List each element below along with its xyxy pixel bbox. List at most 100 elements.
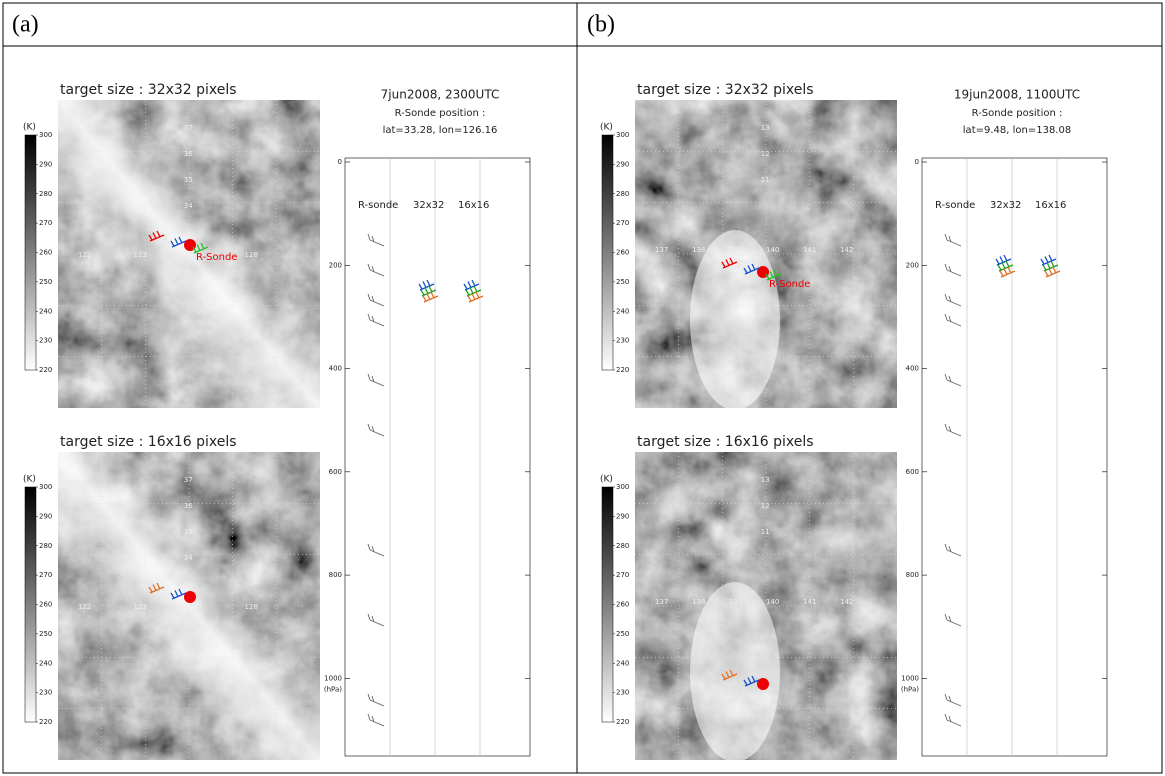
sonde-barb [367, 263, 385, 277]
lon-label: 128 [245, 251, 258, 259]
colorbar-tick-label: 270 [616, 571, 629, 579]
colorbar-tick-label: 240 [39, 659, 52, 667]
wind-barb [1044, 266, 1061, 278]
sonde-barb [367, 233, 385, 247]
sonde-barb [944, 713, 962, 727]
colorbar-unit: (K) [23, 123, 36, 133]
colorbar-tick-label: 250 [616, 630, 629, 638]
position-label: R-Sonde position : [972, 108, 1063, 119]
lat-label: 37 [184, 124, 193, 132]
colorbar-tick-label: 220 [616, 366, 629, 374]
lon-label: 140 [766, 246, 779, 254]
cloud-mass [690, 582, 780, 762]
y-tick-label: 0 [915, 158, 919, 166]
colorbar-tick-label: 230 [616, 337, 629, 345]
colorbar-tick-label: 240 [616, 307, 629, 315]
legend-entry: R-sonde [358, 200, 398, 211]
colorbar-tick-label: 300 [39, 131, 52, 139]
lon-label: 138 [692, 246, 705, 254]
lon-label: 127 [189, 603, 202, 611]
sounding-title: 7jun2008, 2300UTC [381, 88, 500, 102]
lat-label: 13 [761, 124, 770, 132]
colorbar-tick-label: 280 [39, 542, 52, 550]
sounding-frame [921, 157, 1108, 757]
sonde-barb [944, 263, 962, 277]
lon-label: 139 [729, 598, 742, 606]
wind-barb [743, 263, 760, 275]
sonde-barb [367, 713, 385, 727]
y-tick-label: 1000 [901, 674, 919, 682]
colorbar-tick-label: 230 [39, 337, 52, 345]
panel-label: (a) [12, 12, 39, 38]
y-tick-label: 600 [906, 468, 919, 476]
lat-label: 34 [184, 554, 193, 562]
wind-barb [721, 257, 738, 269]
lat-label: 36 [184, 502, 193, 510]
wind-barb [467, 291, 484, 303]
sonde-barb [944, 373, 962, 387]
colorbar-unit: (K) [600, 123, 613, 133]
lat-label: 11 [761, 176, 770, 184]
sonde-barb [944, 693, 962, 707]
sonde-barb [367, 373, 385, 387]
colorbar-tick-label: 250 [39, 630, 52, 638]
colorbar-tick-label: 290 [39, 160, 52, 168]
wind-barb [422, 291, 439, 303]
legend-entry: R-sonde [935, 200, 975, 211]
lon-label: 137 [655, 598, 668, 606]
sonde-label: R-Sonde [769, 279, 810, 290]
map-title: target size : 16x16 pixels [60, 434, 237, 450]
wind-barb [463, 279, 480, 291]
wind-barb [1040, 254, 1057, 266]
lat-label: 34 [184, 202, 193, 210]
wind-barb [997, 260, 1014, 272]
lon-label: 141 [803, 598, 816, 606]
position: lat=9.48, lon=138.08 [963, 125, 1071, 136]
cloud-mass [690, 230, 780, 410]
colorbar-unit: (K) [600, 475, 613, 485]
lon-label: 123 [134, 251, 147, 259]
colorbar-tick-label: 300 [39, 483, 52, 491]
sonde-barb [944, 293, 962, 307]
wind-barb [1042, 260, 1059, 272]
wind-barb [995, 254, 1012, 266]
wind-barb [170, 588, 187, 600]
map-title: target size : 16x16 pixels [637, 434, 814, 450]
sounding-frame [344, 157, 531, 757]
lon-label: 137 [655, 246, 668, 254]
colorbar [601, 486, 614, 723]
lon-label: 142 [840, 246, 853, 254]
lat-label: 37 [184, 476, 193, 484]
colorbar [24, 486, 37, 723]
map-title: target size : 32x32 pixels [637, 82, 814, 98]
wind-barb [420, 285, 437, 297]
wind-barb [192, 242, 209, 254]
y-tick-label: 400 [329, 365, 342, 373]
colorbar-tick-label: 290 [616, 160, 629, 168]
legend-entry: 32x32 [413, 200, 444, 211]
legend-entry: 16x16 [458, 200, 489, 211]
lat-label: 11 [761, 528, 770, 536]
colorbar-tick-label: 240 [616, 659, 629, 667]
lat-label: 35 [184, 528, 193, 536]
sonde-barb [944, 613, 962, 627]
legend-entry: 32x32 [990, 200, 1021, 211]
y-tick-label: 0 [338, 158, 342, 166]
panel-label: (b) [587, 12, 615, 38]
sonde-barb [367, 613, 385, 627]
y-axis-unit: (hPa) [901, 685, 919, 693]
wind-barb [743, 675, 760, 687]
wind-barb [999, 266, 1016, 278]
lat-label: 35 [184, 176, 193, 184]
lon-label: 122 [78, 603, 91, 611]
lon-label: 140 [766, 598, 779, 606]
colorbar-tick-label: 290 [616, 512, 629, 520]
y-tick-label: 800 [329, 571, 342, 579]
colorbar-tick-label: 260 [39, 601, 52, 609]
colorbar-tick-label: 280 [39, 190, 52, 198]
colorbar-tick-label: 260 [616, 249, 629, 257]
colorbar-tick-label: 230 [39, 689, 52, 697]
position: lat=33.28, lon=126.16 [383, 125, 498, 136]
wind-barb [721, 669, 738, 681]
lat-label: 13 [761, 476, 770, 484]
